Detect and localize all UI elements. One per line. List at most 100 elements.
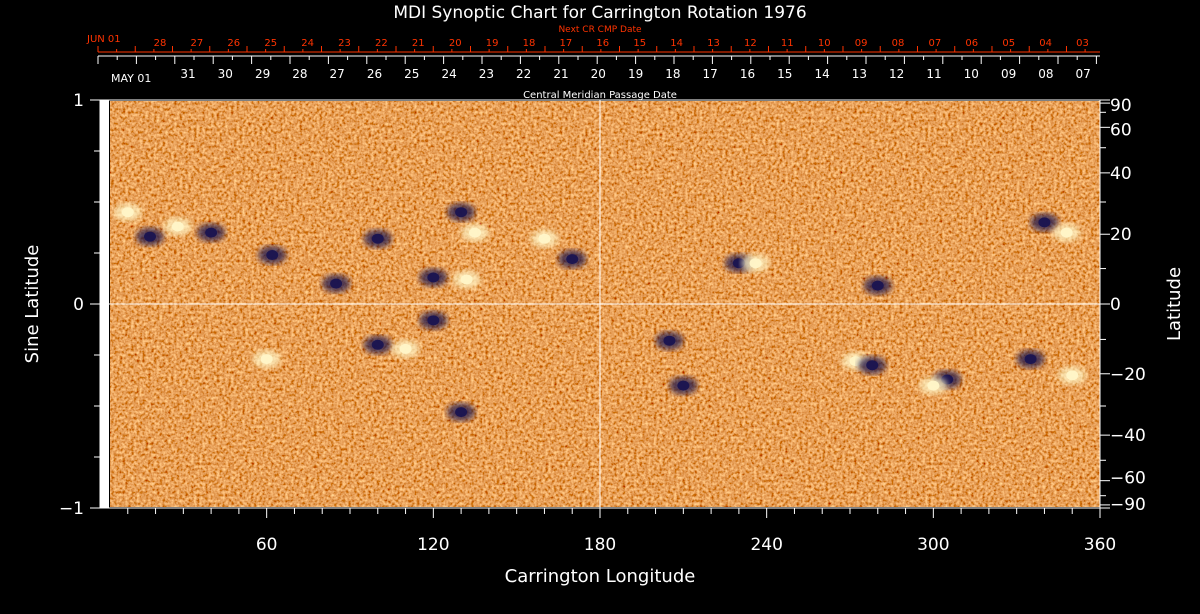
cmp-date-label: 07	[1076, 67, 1091, 81]
chart-title: MDI Synoptic Chart for Carrington Rotati…	[393, 3, 806, 23]
active-region-core	[371, 339, 384, 350]
cmp-date-label: 15	[777, 67, 792, 81]
active-region-core	[427, 315, 440, 326]
y-right-tick-label: −90	[1110, 495, 1146, 515]
cmp-date-label: 19	[628, 67, 643, 81]
y-left-tick-label: −1	[59, 499, 84, 519]
active-region-core	[455, 207, 468, 218]
active-region-core	[399, 343, 412, 354]
cmp-date-label: 31	[180, 67, 195, 81]
next-cr-date-label: 23	[338, 38, 351, 49]
y-axis-right: 90 60 40 20 0 −20 −40 −60 −90	[1100, 96, 1146, 515]
y-right-tick-label: 40	[1110, 164, 1132, 184]
next-cr-date-label: 09	[855, 38, 868, 49]
active-region-core	[260, 354, 273, 365]
cmp-axis-label: Central Meridian Passage Date	[523, 90, 677, 101]
cmp-date-label: 08	[1038, 67, 1053, 81]
next-cr-date-label: 19	[486, 38, 499, 49]
next-cr-date-label: 07	[929, 38, 942, 49]
cmp-date-label: 23	[479, 67, 494, 81]
y-right-tick-label: −20	[1110, 365, 1146, 385]
cmp-date-label: 14	[814, 67, 829, 81]
cmp-date-label: 12	[889, 67, 904, 81]
next-cr-date-label: 25	[264, 38, 277, 49]
cmp-date-label: 28	[292, 67, 307, 81]
y-axis-left: 1 0 −1	[59, 91, 100, 519]
active-region-core	[469, 227, 481, 238]
cmp-date-label: 17	[703, 67, 718, 81]
x-axis: 60 120 180 240 300 360	[127, 508, 1116, 555]
cmp-date-label: 27	[330, 67, 345, 81]
active-region-core	[371, 233, 384, 244]
next-cr-date-label: 05	[1002, 38, 1015, 49]
next-cr-axis-label: Next CR CMP Date	[558, 25, 642, 35]
y-right-tick-label: 60	[1110, 120, 1132, 140]
cmp-date-label: 26	[367, 67, 382, 81]
y-axis-left-label: Sine Latitude	[22, 245, 43, 364]
next-cr-date-label: 17	[560, 38, 573, 49]
active-region-core	[677, 380, 690, 391]
y-right-tick-label: −60	[1110, 469, 1146, 489]
active-region-core	[427, 272, 440, 283]
active-region-core	[866, 360, 879, 371]
next-cr-first-label: JUN 01	[86, 34, 121, 45]
y-left-tick-label: 1	[73, 91, 84, 111]
cmp-axis: MAY 01 Central Meridian Passage Date 31 3…	[97, 55, 1100, 101]
active-region-core	[749, 258, 762, 269]
x-tick-label: 180	[584, 535, 616, 555]
cmp-date-label: 09	[1001, 67, 1016, 81]
next-cr-date-label: 16	[596, 38, 609, 49]
active-region-core	[732, 258, 745, 269]
cmp-date-label: 10	[964, 67, 979, 81]
active-region-core	[566, 254, 579, 265]
next-cr-date-label: 11	[781, 38, 794, 49]
next-cr-date-label: 10	[818, 38, 831, 49]
cmp-date-label: 24	[441, 67, 456, 81]
active-region-core	[927, 380, 940, 391]
next-cr-date-label: 08	[892, 38, 905, 49]
active-region-core	[144, 231, 156, 242]
cmp-first-label: MAY 01	[111, 72, 151, 85]
next-cr-date-label: 24	[301, 38, 314, 49]
next-cr-date-label: 04	[1039, 38, 1052, 49]
next-cr-date-label: 14	[670, 38, 683, 49]
cmp-date-label: 25	[404, 67, 419, 81]
active-region-core	[1024, 354, 1037, 365]
next-cr-date-label: 15	[633, 38, 646, 49]
cmp-date-label: 22	[516, 67, 531, 81]
next-cr-date-label: 20	[449, 38, 462, 49]
x-tick-label: 60	[256, 535, 278, 555]
next-cr-date-label: 22	[375, 38, 388, 49]
active-region-core	[1060, 227, 1073, 238]
next-cr-date-label: 03	[1076, 38, 1089, 49]
cmp-date-label: 30	[218, 67, 233, 81]
active-region-core	[330, 278, 343, 289]
active-region-core	[121, 207, 134, 218]
active-region-core	[1038, 217, 1051, 228]
cmp-date-label: 20	[591, 67, 606, 81]
next-cr-date-label: 27	[191, 38, 204, 49]
y-right-tick-label: 20	[1110, 225, 1132, 245]
y-right-tick-label: 90	[1110, 96, 1132, 116]
active-region-core	[205, 227, 218, 238]
y-axis-right-label: Latitude	[1164, 267, 1185, 341]
active-region-core	[538, 233, 551, 244]
next-cr-date-label: 18	[523, 38, 536, 49]
x-tick-label: 120	[417, 535, 449, 555]
cmp-date-label: 16	[740, 67, 755, 81]
next-cr-date-label: 12	[744, 38, 757, 49]
x-axis-label: Carrington Longitude	[505, 566, 696, 587]
active-region-core	[871, 280, 884, 291]
x-tick-label: 240	[750, 535, 782, 555]
active-region-core	[266, 250, 279, 261]
cmp-date-label: 18	[665, 67, 680, 81]
next-cr-axis: Next CR CMP Date JUN 01 28 27 26 25 24 23 22 21…	[86, 25, 1100, 53]
y-right-tick-label: −40	[1110, 426, 1146, 446]
active-region-core	[455, 407, 468, 418]
next-cr-date-label: 21	[412, 38, 425, 49]
next-cr-date-label: 28	[154, 38, 167, 49]
x-tick-label: 360	[1084, 535, 1116, 555]
cmp-date-label: 21	[553, 67, 568, 81]
active-region-core	[1066, 370, 1079, 381]
